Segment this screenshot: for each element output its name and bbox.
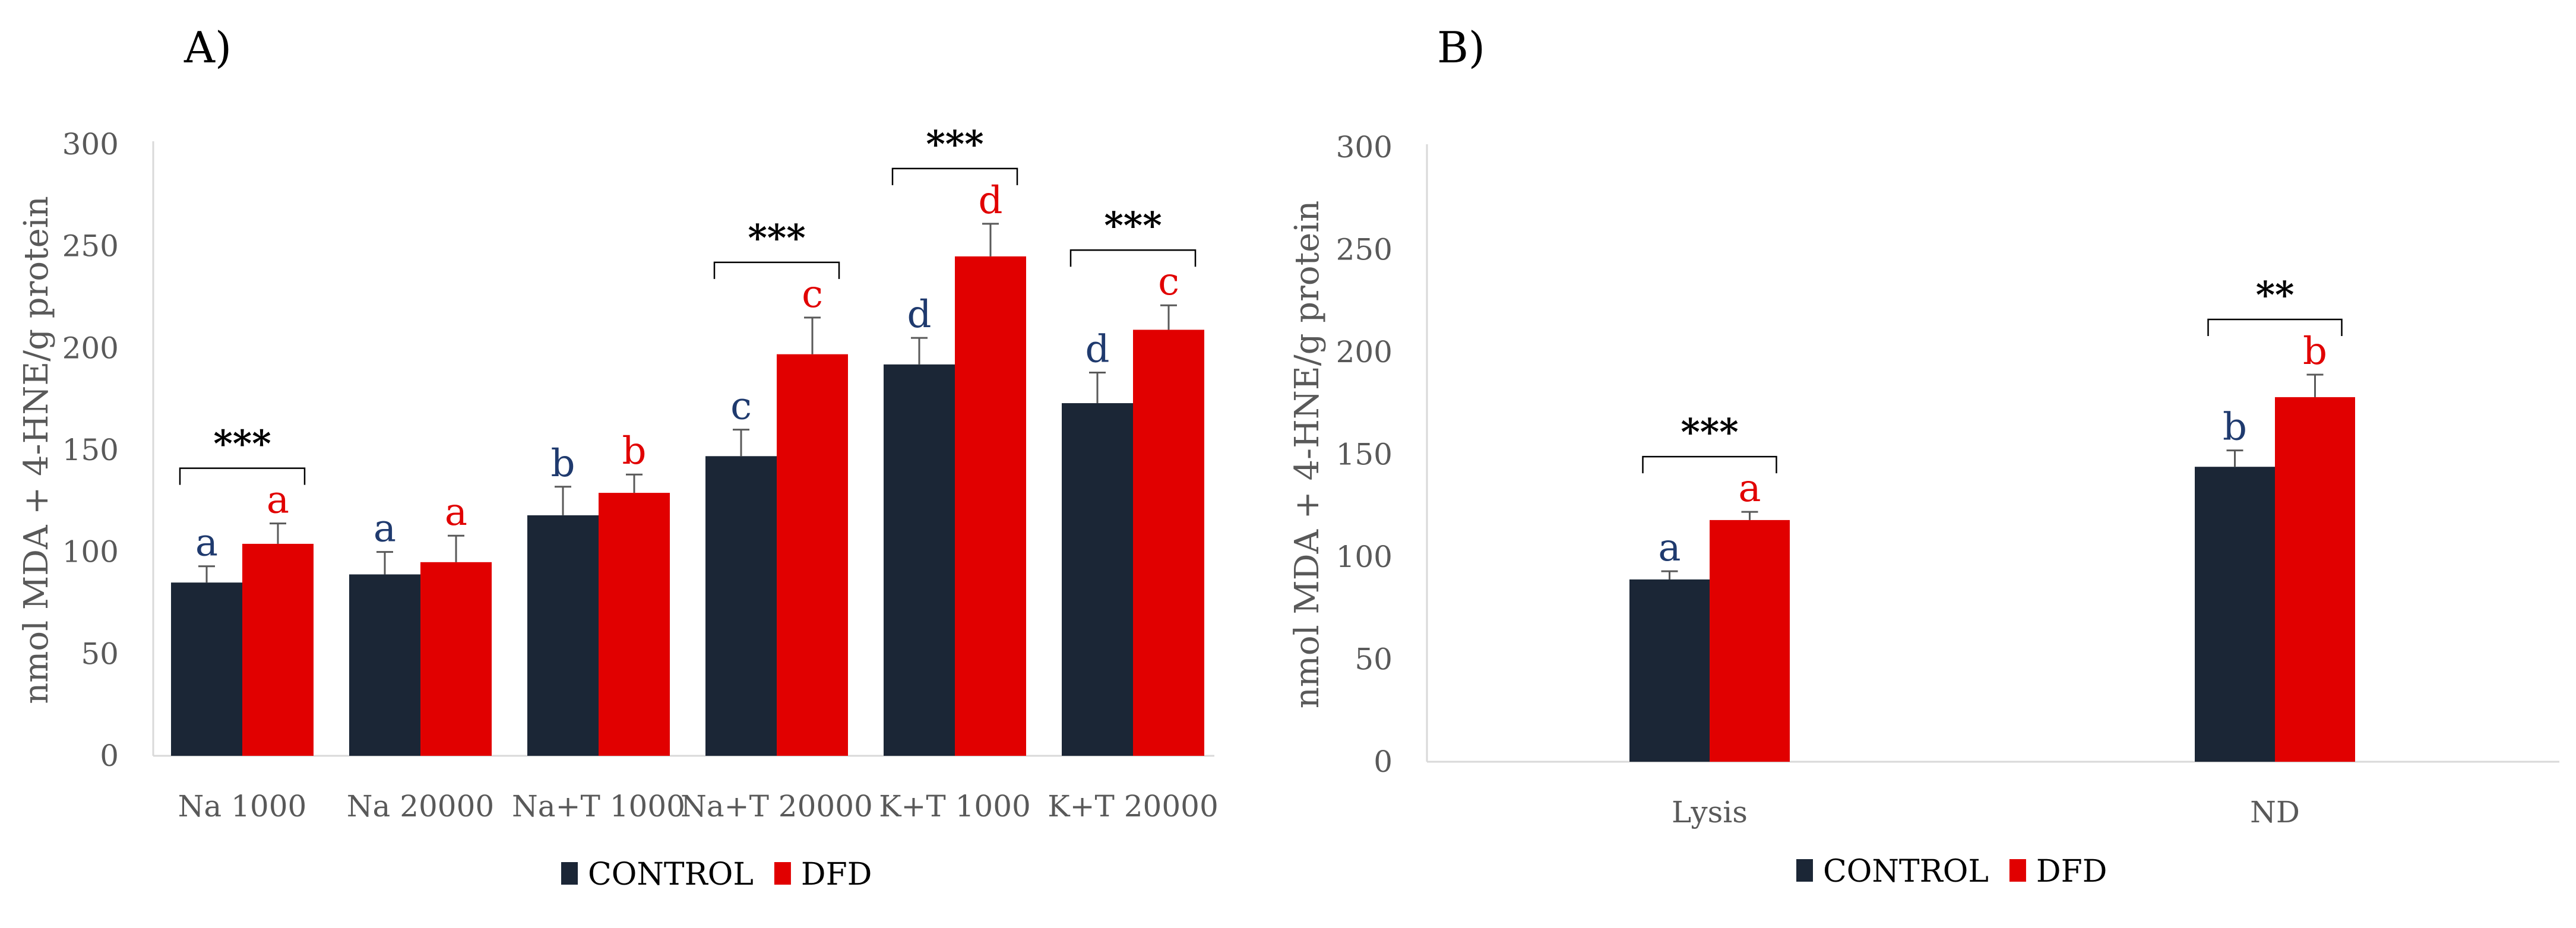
significance-letter: a xyxy=(374,507,396,551)
panel-label: A) xyxy=(183,23,232,72)
y-tick-label: 250 xyxy=(1336,233,1393,267)
category-label: Lysis xyxy=(1672,795,1748,829)
significance-letter: c xyxy=(802,273,823,316)
legend-label-dfd: DFD xyxy=(801,857,872,892)
legend-swatch-control xyxy=(1796,859,1813,882)
panel-label: B) xyxy=(1437,23,1485,72)
significance-stars: *** xyxy=(748,216,805,259)
legend-label-control: CONTROL xyxy=(1823,854,1989,889)
y-tick-label: 100 xyxy=(1336,540,1393,574)
significance-letter: b xyxy=(2303,330,2327,373)
category-label: Na 20000 xyxy=(347,789,495,824)
y-tick-label: 50 xyxy=(81,636,119,671)
significance-letter: a xyxy=(267,479,289,522)
bar-control xyxy=(1629,579,1710,762)
significance-letter: d xyxy=(907,293,932,337)
bar-control xyxy=(705,456,777,756)
category-label: Na+T 20000 xyxy=(681,789,873,824)
y-tick-label: 200 xyxy=(62,331,119,365)
bar-control xyxy=(884,364,955,756)
significance-stars: *** xyxy=(926,122,983,166)
category-label: K+T 1000 xyxy=(879,789,1031,824)
y-tick-label: 150 xyxy=(62,433,119,467)
significance-bracket xyxy=(1642,455,1777,474)
category-label: ND xyxy=(2250,795,2300,829)
significance-letter: d xyxy=(1086,328,1110,372)
significance-letter: a xyxy=(445,490,467,534)
significance-bracket xyxy=(713,261,840,279)
bar-dfd xyxy=(1133,330,1204,756)
bar-control xyxy=(1062,403,1133,756)
bar-dfd xyxy=(777,354,848,756)
legend-swatch-dfd xyxy=(774,862,791,885)
bar-dfd xyxy=(2275,397,2355,762)
significance-stars: *** xyxy=(1681,410,1738,454)
significance-stars: *** xyxy=(213,422,271,465)
y-tick-label: 0 xyxy=(100,739,119,773)
significance-letter: a xyxy=(195,521,218,565)
y-tick-label: 300 xyxy=(1336,130,1393,164)
significance-bracket xyxy=(2207,318,2343,336)
bar-control xyxy=(2195,467,2275,762)
significance-letter: b xyxy=(2223,406,2247,449)
chart-panel-a: A) 0 50 100 150 200 250 300 nmol MDA + 4-HNE/g p… xyxy=(17,23,1219,892)
bar-dfd xyxy=(242,543,314,756)
y-tick-label: 0 xyxy=(1374,745,1393,779)
significance-letter: d xyxy=(979,179,1003,223)
significance-letter: a xyxy=(1738,467,1761,511)
bar-dfd xyxy=(955,256,1026,756)
legend-label-control: CONTROL xyxy=(588,857,754,892)
significance-bracket xyxy=(179,467,306,485)
y-tick-label: 50 xyxy=(1355,642,1393,677)
bar-dfd xyxy=(599,493,670,756)
bar-control xyxy=(349,574,420,756)
y-tick-label: 100 xyxy=(62,535,119,569)
significance-stars: ** xyxy=(2256,273,2295,316)
significance-letter: c xyxy=(1158,260,1179,304)
y-axis-title: nmol MDA + 4-HNE/g protein xyxy=(17,196,56,704)
y-tick-label: 300 xyxy=(62,127,119,161)
bar-dfd xyxy=(420,562,492,756)
legend-label-dfd: DFD xyxy=(2036,854,2107,889)
category-label: K+T 20000 xyxy=(1048,789,1219,824)
y-tick-label: 150 xyxy=(1336,438,1393,472)
significance-letter: a xyxy=(1658,526,1681,570)
significance-bracket xyxy=(891,167,1018,185)
category-label: Na 1000 xyxy=(178,789,307,824)
legend-swatch-dfd xyxy=(2009,859,2026,882)
bar-control xyxy=(171,582,242,756)
legend-swatch-control xyxy=(561,862,578,885)
category-label: Na+T 1000 xyxy=(512,789,685,824)
y-axis-title: nmol MDA + 4-HNE/g protein xyxy=(1288,201,1327,709)
significance-letter: b xyxy=(622,429,647,473)
bar-control xyxy=(527,515,599,756)
chart-panel-b: B) 0 50 100 150 200 250 300 nmol MDA + 4-HNE/g p… xyxy=(1288,23,2559,889)
significance-stars: *** xyxy=(1104,204,1162,247)
significance-bracket xyxy=(1069,249,1197,267)
significance-letter: c xyxy=(730,385,752,429)
significance-letter: b xyxy=(551,442,575,486)
y-tick-label: 200 xyxy=(1336,335,1393,369)
bar-dfd xyxy=(1710,520,1790,762)
y-tick-label: 250 xyxy=(62,229,119,264)
